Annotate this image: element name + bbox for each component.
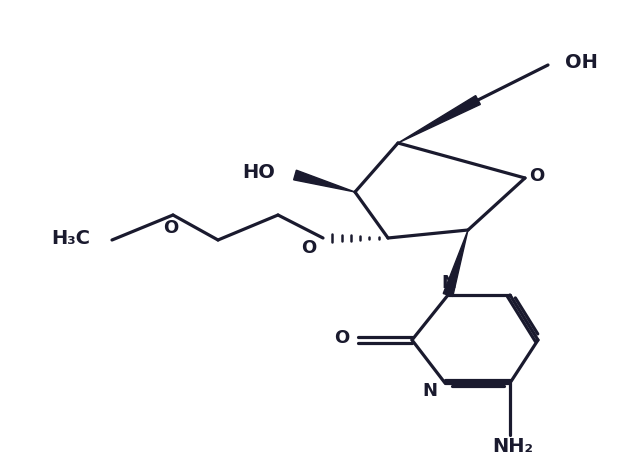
Text: N: N xyxy=(442,274,456,292)
Text: O: O xyxy=(529,167,545,185)
Text: O: O xyxy=(301,239,317,257)
Text: O: O xyxy=(163,219,179,237)
Text: H₃C: H₃C xyxy=(51,228,90,248)
Polygon shape xyxy=(444,230,468,297)
Text: N: N xyxy=(422,382,438,400)
Text: O: O xyxy=(334,329,349,347)
Polygon shape xyxy=(398,95,481,143)
Text: OH: OH xyxy=(565,53,598,71)
Polygon shape xyxy=(294,170,355,192)
Text: NH₂: NH₂ xyxy=(493,438,534,456)
Text: HO: HO xyxy=(242,163,275,181)
